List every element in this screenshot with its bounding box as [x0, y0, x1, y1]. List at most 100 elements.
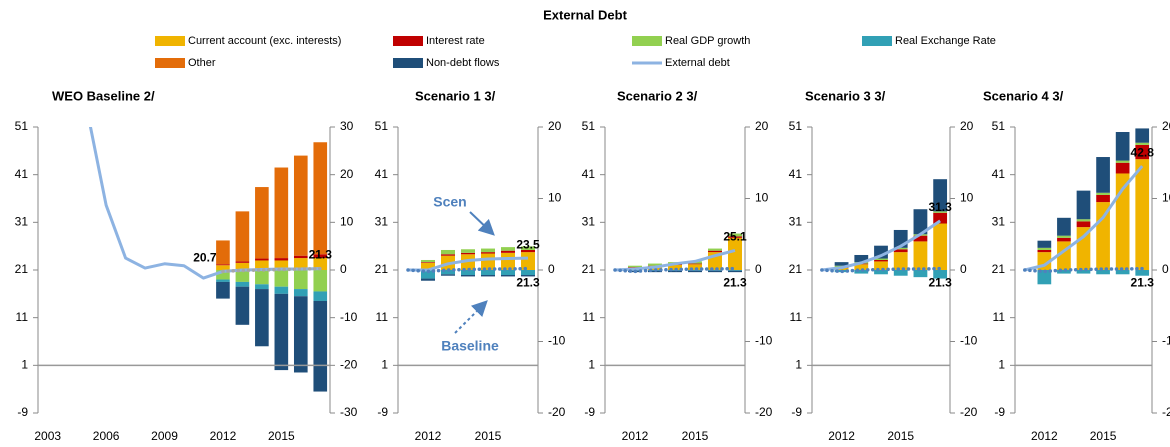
x-tick-label: 2012: [622, 429, 649, 443]
bar-segment: [481, 248, 495, 253]
bar-segment: [933, 212, 948, 224]
y2-tick-label: 0: [960, 262, 967, 276]
y2-tick-label: -20: [755, 405, 773, 419]
y2-tick-label: -10: [755, 334, 773, 348]
bar-segment: [521, 275, 535, 277]
bar-segment: [501, 275, 515, 277]
legend-swatch: [155, 58, 185, 68]
y-tick-label: 21: [992, 262, 1006, 276]
bar-segment: [1135, 270, 1150, 276]
bar-segment: [1076, 190, 1091, 220]
bar-segment: [1076, 270, 1091, 274]
debt-line: [88, 127, 321, 280]
y-tick-label: 41: [992, 167, 1006, 181]
bar-segment: [1057, 217, 1071, 236]
bar-segment: [893, 270, 908, 276]
y-tick-label: 1: [21, 358, 28, 372]
data-label: 21.3: [723, 276, 747, 290]
y2-tick-label: -20: [548, 405, 566, 419]
bar-segment: [1037, 240, 1052, 248]
y-tick-label: 31: [789, 215, 803, 229]
y2-tick-label: 30: [340, 119, 354, 133]
y2-tick-label: -20: [1162, 405, 1170, 419]
bar-segment: [521, 270, 535, 276]
data-label: 42.8: [1131, 145, 1155, 159]
bar-segment: [933, 270, 948, 279]
y-tick-label: 1: [998, 358, 1005, 372]
debt-line: [821, 219, 941, 272]
bar-segment: [421, 262, 435, 270]
bar-segment: [688, 264, 702, 270]
x-tick-label: 2012: [415, 429, 442, 443]
bar-segment: [933, 179, 948, 212]
bar-segment: [216, 240, 230, 265]
bar-segment: [481, 253, 495, 270]
y-tick-label: 31: [992, 215, 1006, 229]
bar-segment: [216, 279, 230, 282]
bar-segment: [461, 252, 475, 255]
legend-label: Current account (exc. interests): [188, 35, 341, 47]
y-tick-label: 31: [375, 215, 389, 229]
y2-tick-label: -10: [1162, 334, 1170, 348]
bar-segment: [933, 223, 948, 270]
bar-segment: [461, 254, 475, 270]
bar-segment: [728, 237, 742, 270]
bar-segment: [313, 300, 328, 392]
y2-tick-label: 0: [548, 262, 555, 276]
panel-title: Scenario 1 3/: [415, 88, 496, 103]
y-tick-label: 41: [582, 167, 596, 181]
bar-segment: [521, 249, 535, 253]
bar-segment: [1076, 219, 1091, 222]
bar-segment: [728, 270, 742, 271]
bar-segment: [293, 296, 308, 373]
legend-label: External debt: [665, 57, 730, 69]
bar-segment: [913, 209, 928, 235]
plot: [820, 179, 948, 279]
bar-segment: [728, 270, 742, 273]
bar-segment: [688, 263, 702, 265]
bar-segment: [1115, 160, 1130, 163]
bar-segment: [708, 248, 722, 251]
legend-label: Other: [188, 57, 216, 69]
y-tick-label: 31: [15, 215, 29, 229]
bar-segment: [1057, 235, 1071, 238]
bar-segment: [274, 270, 289, 287]
legend-label: Non-debt flows: [426, 57, 500, 69]
y-tick-label: 11: [790, 310, 803, 324]
y2-tick-label: -20: [340, 358, 358, 372]
figure-title: External Debt: [543, 7, 627, 22]
data-label: 20.7: [193, 251, 217, 265]
y2-tick-label: 10: [960, 191, 974, 205]
data-label: 21.3: [1131, 276, 1155, 290]
bar-segment: [728, 236, 742, 238]
annotation-arrow: [469, 211, 495, 236]
legend-swatch: [155, 36, 185, 46]
y-tick-label: -9: [791, 405, 802, 419]
bar-segment: [874, 258, 888, 260]
y2-tick-label: 20: [755, 119, 769, 133]
baseline-line: [613, 266, 737, 274]
y-tick-label: 51: [375, 119, 389, 133]
bar-segment: [1135, 142, 1150, 145]
bar-segment: [1057, 237, 1071, 242]
y2-tick-label: 0: [340, 262, 347, 276]
bar-segment: [913, 241, 928, 270]
bar-segment: [255, 284, 269, 290]
data-label: 23.5: [516, 237, 540, 251]
annotation-arrow: [454, 300, 488, 334]
y2-tick-label: -10: [340, 310, 358, 324]
bar-segment: [293, 258, 308, 270]
y-tick-label: 11: [376, 310, 389, 324]
bar-segment: [1135, 144, 1150, 160]
bar-segment: [688, 270, 702, 271]
bar-segment: [441, 249, 455, 255]
bar-segment: [501, 252, 515, 270]
bar-segment: [893, 249, 908, 253]
plot: [1023, 128, 1150, 285]
annotation: Baseline: [441, 338, 499, 354]
bar-segment: [1096, 270, 1110, 275]
baseline-line: [221, 266, 323, 274]
bar-segment: [313, 258, 328, 270]
bar-segment: [216, 265, 230, 270]
